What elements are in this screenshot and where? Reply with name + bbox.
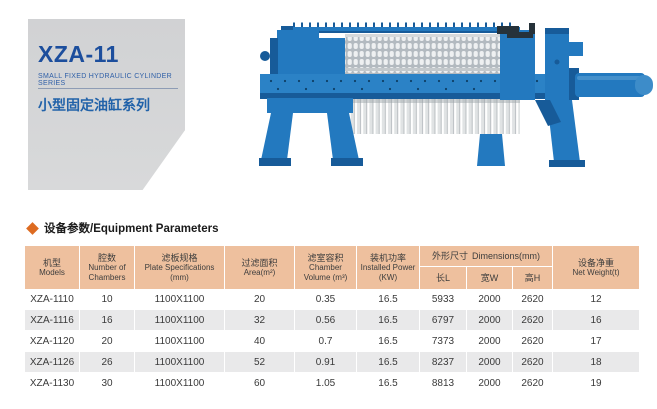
cell-power: 16.5: [357, 289, 419, 309]
table-row: XZA-1116 16 1100X1100 32 0.56 16.5 6797 …: [25, 310, 639, 330]
cell-power: 16.5: [357, 331, 419, 351]
table-row: XZA-1126 26 1100X1100 52 0.91 16.5 8237 …: [25, 352, 639, 372]
cell-area: 20: [225, 289, 294, 309]
cell-power: 16.5: [357, 373, 419, 393]
cell-weight: 19: [553, 373, 639, 393]
table-header: 机型 Models 腔数 Number of Chambers 滤板规格 Pla…: [25, 246, 639, 289]
cell-plate-spec: 1100X1100: [135, 310, 224, 330]
section-title: 设备参数/Equipment Parameters: [44, 223, 219, 235]
cell-model: XZA-1110: [25, 289, 79, 309]
cell-width: 2000: [467, 310, 512, 330]
cell-weight: 12: [553, 289, 639, 309]
col-header-installed-power: 装机功率 Installed Power (KW): [357, 246, 419, 289]
equipment-parameters-table: 机型 Models 腔数 Number of Chambers 滤板规格 Pla…: [25, 246, 639, 394]
product-card: [28, 19, 185, 190]
cell-width: 2000: [467, 352, 512, 372]
cell-area: 32: [225, 310, 294, 330]
table-row: XZA-1110 10 1100X1100 20 0.35 16.5 5933 …: [25, 289, 639, 309]
col-header-length: 长L: [420, 267, 466, 289]
table-row: XZA-1120 20 1100X1100 40 0.7 16.5 7373 2…: [25, 331, 639, 351]
cell-length: 8237: [420, 352, 466, 372]
cell-plate-spec: 1100X1100: [135, 331, 224, 351]
table-body: XZA-1110 10 1100X1100 20 0.35 16.5 5933 …: [25, 289, 639, 393]
product-model-title: XZA-11: [38, 41, 119, 67]
filter-press-illustration: [259, 22, 653, 167]
col-header-models: 机型 Models: [25, 246, 79, 289]
cell-chambers: 26: [80, 352, 134, 372]
cell-height: 2620: [513, 373, 552, 393]
cell-height: 2620: [513, 331, 552, 351]
diamond-bullet-icon: [26, 221, 39, 235]
cell-model: XZA-1116: [25, 310, 79, 330]
series-name-chinese: 小型固定油缸系列: [38, 97, 150, 113]
cell-area: 40: [225, 331, 294, 351]
cell-model: XZA-1130: [25, 373, 79, 393]
cell-volume: 0.7: [295, 331, 356, 351]
cell-weight: 17: [553, 331, 639, 351]
col-header-dimensions: 外形尺寸 Dimensions(mm): [420, 246, 552, 266]
cell-height: 2620: [513, 310, 552, 330]
col-header-chamber-volume: 滤室容积 Chamber Volume (m³): [295, 246, 356, 289]
col-header-filter-area: 过滤面积 Area(m²): [225, 246, 294, 289]
cell-chambers: 20: [80, 331, 134, 351]
col-header-plate-specs: 滤板规格 Plate Specifications (mm): [135, 246, 224, 289]
series-name-english: SMALL FIXED HYDRAULIC CYLINDER SERIES: [38, 73, 172, 87]
cell-length: 5933: [420, 289, 466, 309]
cell-weight: 18: [553, 352, 639, 372]
cell-plate-spec: 1100X1100: [135, 352, 224, 372]
col-header-net-weight: 设备净重 Net Weight(t): [553, 246, 639, 289]
cell-length: 7373: [420, 331, 466, 351]
col-header-width: 宽W: [467, 267, 512, 289]
cell-width: 2000: [467, 331, 512, 351]
card-divider: [38, 88, 178, 89]
cell-height: 2620: [513, 352, 552, 372]
cell-model: XZA-1120: [25, 331, 79, 351]
cell-volume: 0.91: [295, 352, 356, 372]
cell-volume: 1.05: [295, 373, 356, 393]
cell-length: 6797: [420, 310, 466, 330]
cell-chambers: 30: [80, 373, 134, 393]
cell-power: 16.5: [357, 352, 419, 372]
cell-height: 2620: [513, 289, 552, 309]
cell-volume: 0.35: [295, 289, 356, 309]
table-row: XZA-1130 30 1100X1100 60 1.05 16.5 8813 …: [25, 373, 639, 393]
cell-model: XZA-1126: [25, 352, 79, 372]
section-heading: 设备参数/Equipment Parameters: [26, 220, 219, 236]
cell-volume: 0.56: [295, 310, 356, 330]
cell-weight: 16: [553, 310, 639, 330]
cell-chambers: 16: [80, 310, 134, 330]
cell-width: 2000: [467, 289, 512, 309]
col-header-height: 高H: [513, 267, 552, 289]
cell-chambers: 10: [80, 289, 134, 309]
cell-plate-spec: 1100X1100: [135, 289, 224, 309]
cell-area: 52: [225, 352, 294, 372]
cell-length: 8813: [420, 373, 466, 393]
col-header-chambers: 腔数 Number of Chambers: [80, 246, 134, 289]
cell-width: 2000: [467, 373, 512, 393]
cell-power: 16.5: [357, 310, 419, 330]
cell-area: 60: [225, 373, 294, 393]
cell-plate-spec: 1100X1100: [135, 373, 224, 393]
